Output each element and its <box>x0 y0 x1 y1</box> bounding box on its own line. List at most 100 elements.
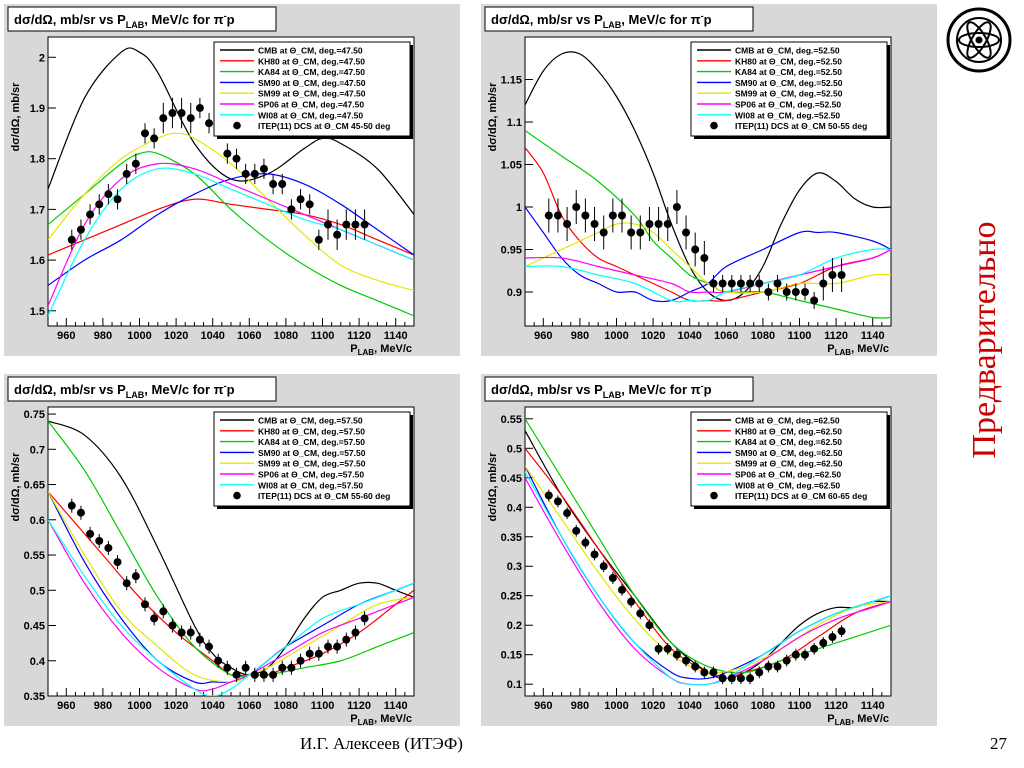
data-point <box>113 558 122 567</box>
x-tick-label: 1100 <box>788 700 812 712</box>
data-point <box>645 220 654 228</box>
x-tick-label: 960 <box>57 330 75 342</box>
data-point <box>773 279 782 288</box>
x-tick-label: 960 <box>534 330 552 342</box>
data-point <box>140 129 149 138</box>
data-point <box>563 509 572 518</box>
data-point <box>186 114 195 123</box>
data-point <box>773 662 782 671</box>
x-tick-label: 980 <box>571 330 589 342</box>
y-axis-label: dσ/dΩ, mb/sr <box>10 452 22 522</box>
y-tick-label: 0.35 <box>501 532 522 544</box>
series-line-1 <box>525 147 891 302</box>
data-point <box>86 529 95 538</box>
data-point <box>360 220 369 229</box>
x-tick-label: 1080 <box>274 700 298 712</box>
legend-box <box>690 41 888 137</box>
x-tick-label: 1080 <box>274 330 298 342</box>
data-point <box>104 190 113 199</box>
x-tick-label: 960 <box>57 700 75 712</box>
chart-title-box <box>7 6 277 32</box>
data-point <box>828 633 837 642</box>
data-point <box>599 228 608 237</box>
series-line-0 <box>525 430 891 679</box>
legend-marker <box>710 121 718 130</box>
legend-label-0: CMB at Θ_CM, deg.=62.50 <box>735 416 840 426</box>
legend-label-0: CMB at Θ_CM, deg.=57.50 <box>258 416 363 426</box>
x-tick-label: 1100 <box>311 330 335 342</box>
data-point <box>67 501 76 510</box>
legend-label-points: ITEP(11) DCS at Θ_CM 50-55 deg <box>735 121 867 131</box>
plot-group <box>48 47 414 317</box>
data-point <box>663 220 672 228</box>
data-point <box>819 638 828 647</box>
y-tick-label: 0.6 <box>30 515 45 527</box>
data-point <box>617 211 626 220</box>
data-point <box>223 149 232 158</box>
legend-label-1: KH80 at Θ_CM, deg.=62.50 <box>735 426 842 436</box>
x-axis-label: PLAB, MeV/c <box>350 343 412 356</box>
legend-label-0: CMB at Θ_CM, deg.=47.50 <box>258 46 363 56</box>
y-tick-label: 0.95 <box>501 245 522 257</box>
x-tick-label: 1000 <box>127 330 151 342</box>
legend-box <box>690 411 888 507</box>
y-tick-label: 0.15 <box>501 650 522 662</box>
data-point <box>755 279 764 288</box>
y-tick-label: 0.4 <box>507 502 523 514</box>
data-point <box>727 674 736 683</box>
data-point <box>140 600 149 609</box>
data-point <box>76 508 85 517</box>
data-point <box>700 668 709 677</box>
legend-label-4: SM99 at Θ_CM, deg.=47.50 <box>258 89 366 99</box>
legend-label-5: SP06 at Θ_CM, deg.=47.50 <box>258 100 364 110</box>
data-point <box>333 642 342 651</box>
legend-marker <box>233 491 241 500</box>
x-tick-label: 1040 <box>677 330 701 342</box>
x-axis-label: PLAB, MeV/c <box>827 343 889 356</box>
data-point <box>177 628 186 637</box>
data-point <box>269 670 278 679</box>
data-point <box>636 609 645 618</box>
data-point <box>351 220 360 229</box>
chart-title: dσ/dΩ, mb/sr vs PLAB, MeV/c for π-p <box>491 11 712 30</box>
legend-marker <box>233 121 241 130</box>
data-point <box>727 279 736 288</box>
legend-marker <box>710 491 718 500</box>
data-point <box>691 662 700 671</box>
data-point <box>718 674 727 683</box>
data-point <box>342 220 351 229</box>
data-point <box>195 635 204 644</box>
data-point <box>95 200 104 209</box>
data-point <box>791 288 800 296</box>
x-tick-label: 1100 <box>788 330 812 342</box>
data-point <box>159 114 168 123</box>
legend-label-6: WI08 at Θ_CM, deg.=52.50 <box>735 110 840 120</box>
data-point <box>168 621 177 630</box>
data-point <box>709 279 718 288</box>
legend-label-points: ITEP(11) DCS at Θ_CM 55-60 deg <box>258 491 390 501</box>
x-tick-label: 1020 <box>641 330 665 342</box>
x-axis-label: PLAB, MeV/c <box>350 713 412 726</box>
data-point <box>700 254 709 262</box>
data-point <box>654 644 663 653</box>
data-point <box>259 164 268 173</box>
chart-svg-2: dσ/dΩ, mb/sr vs PLAB, MeV/c for π-p 960 98… <box>484 6 892 356</box>
data-point <box>150 614 159 623</box>
data-point <box>241 663 250 672</box>
preliminary-label: Предварительно <box>966 221 1003 458</box>
institute-logo-icon <box>946 7 1012 73</box>
data-point <box>682 228 691 237</box>
data-point <box>544 491 553 500</box>
data-point <box>581 211 590 220</box>
series-line-4 <box>48 132 414 292</box>
data-point <box>691 245 700 254</box>
x-tick-label: 1100 <box>311 700 335 712</box>
data-point <box>828 271 837 279</box>
y-tick-label: 1.7 <box>30 204 45 216</box>
y-tick-label: 1.5 <box>30 306 45 318</box>
data-point <box>232 670 241 679</box>
series-line-6 <box>525 248 891 303</box>
legend-box <box>213 411 411 507</box>
chart-title-box <box>484 376 754 402</box>
series-line-6 <box>48 519 414 696</box>
